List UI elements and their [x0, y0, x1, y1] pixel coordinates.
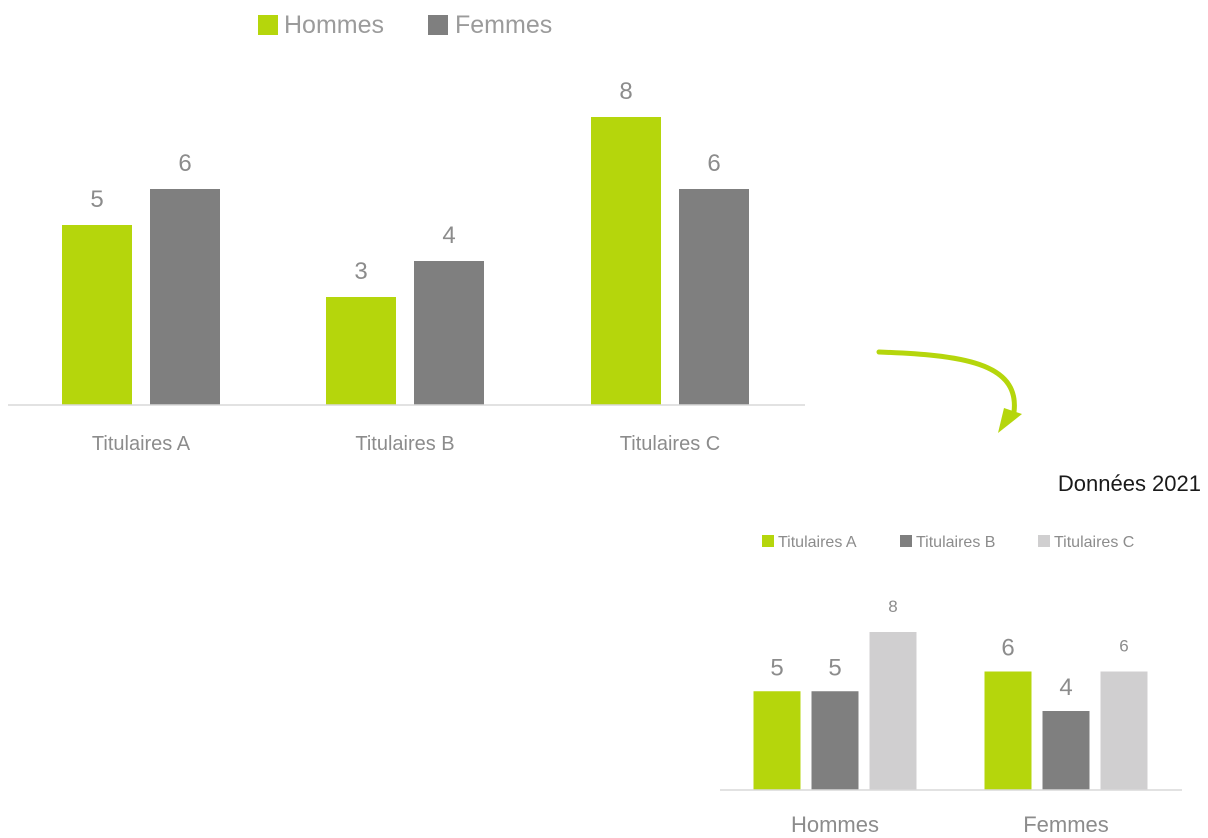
main-category-labels: Titulaires A Titulaires B Titulaires C	[92, 433, 720, 455]
legend-swatch-femmes	[428, 15, 448, 35]
category-label-titulaires-b: Titulaires B	[355, 433, 454, 455]
small-bars	[753, 632, 1148, 790]
bar-titulaires-c-femmes	[679, 189, 749, 405]
value-label-femmes-titulaires-b: 4	[1059, 674, 1072, 701]
bar-titulaires-a-femmes	[150, 189, 220, 405]
small-value-labels: 5 5 8 6 4 6	[770, 597, 1128, 701]
category-label-hommes: Hommes	[791, 812, 879, 837]
bar-femmes-titulaires-a	[984, 671, 1032, 790]
small-chart: Données 2021 Titulaires A Titulaires B T…	[720, 471, 1201, 837]
bar-hommes-titulaires-c	[869, 632, 917, 790]
small-category-labels: Hommes Femmes	[791, 812, 1109, 837]
category-label-titulaires-c: Titulaires C	[620, 433, 720, 455]
curved-arrow	[876, 349, 1022, 433]
bar-femmes-titulaires-b	[1042, 711, 1090, 790]
legend-swatch-hommes	[258, 15, 278, 35]
main-legend: Hommes Femmes	[258, 11, 552, 39]
bar-titulaires-a-hommes	[62, 225, 132, 405]
value-label-titulaires-a-hommes: 5	[90, 186, 103, 213]
value-label-femmes-titulaires-c: 6	[1119, 637, 1128, 656]
bar-titulaires-c-hommes	[591, 117, 661, 405]
value-label-hommes-titulaires-b: 5	[828, 654, 841, 681]
bar-titulaires-b-femmes	[414, 261, 484, 405]
value-label-femmes-titulaires-a: 6	[1001, 635, 1014, 662]
bar-femmes-titulaires-c	[1100, 671, 1148, 790]
category-label-femmes: Femmes	[1023, 812, 1109, 837]
value-label-titulaires-b-femmes: 4	[442, 222, 455, 249]
legend-label-titulaires-c: Titulaires C	[1054, 534, 1134, 551]
value-label-hommes-titulaires-a: 5	[770, 654, 783, 681]
value-label-titulaires-b-hommes: 3	[354, 258, 367, 285]
legend-swatch-titulaires-a	[762, 535, 774, 547]
legend-label-femmes: Femmes	[455, 11, 552, 39]
legend-label-titulaires-a: Titulaires A	[778, 534, 857, 551]
legend-label-titulaires-b: Titulaires B	[916, 534, 995, 551]
small-legend: Titulaires A Titulaires B Titulaires C	[762, 534, 1134, 551]
bar-hommes-titulaires-a	[753, 691, 801, 790]
small-chart-title: Données 2021	[1058, 471, 1201, 496]
category-label-titulaires-a: Titulaires A	[92, 433, 191, 455]
legend-swatch-titulaires-b	[900, 535, 912, 547]
main-value-labels: 5 6 3 4 8 6	[90, 78, 720, 285]
value-label-titulaires-c-femmes: 6	[707, 150, 720, 177]
bar-titulaires-b-hommes	[326, 297, 396, 405]
legend-swatch-titulaires-c	[1038, 535, 1050, 547]
main-chart: Hommes Femmes 5 6 3 4 8 6 Titulaires A Titula…	[8, 11, 805, 455]
value-label-hommes-titulaires-c: 8	[888, 597, 897, 616]
main-bars	[62, 117, 749, 405]
value-label-titulaires-a-femmes: 6	[178, 150, 191, 177]
value-label-titulaires-c-hommes: 8	[619, 78, 632, 105]
bar-hommes-titulaires-b	[811, 691, 859, 790]
legend-label-hommes: Hommes	[284, 11, 384, 39]
